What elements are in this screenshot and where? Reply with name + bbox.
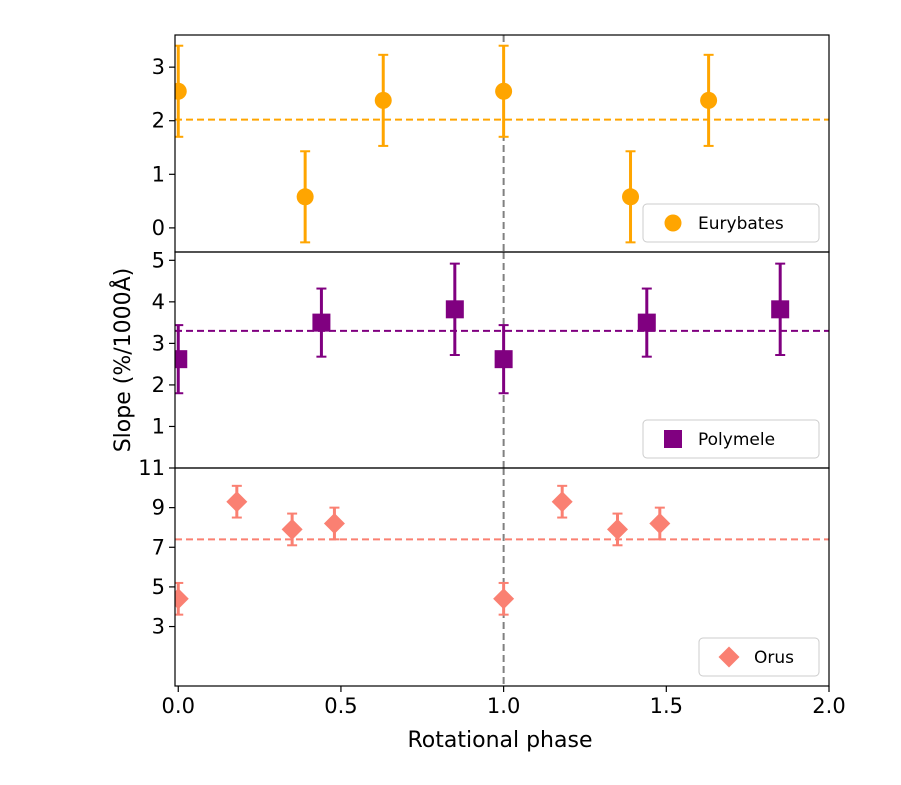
data-point	[700, 91, 718, 109]
x-tick-label: 1.5	[650, 694, 683, 718]
legend-label: Eurybates	[698, 214, 784, 234]
data-point	[445, 300, 464, 319]
data-point	[175, 350, 188, 369]
y-tick-label: 1	[152, 162, 165, 186]
panel-bottom: 3 5 7 9 11 Orus	[138, 456, 830, 687]
data-point	[771, 300, 790, 319]
y-tick-label: 4	[152, 290, 165, 314]
panel-frame	[174, 467, 830, 687]
plot-area-bottom	[175, 468, 829, 686]
data-point	[312, 313, 331, 332]
y-tick-label: 5	[152, 248, 165, 272]
y-tick-label: 1	[152, 414, 165, 438]
legend-top: Eurybates	[642, 203, 820, 243]
y-tick-label: 11	[138, 456, 165, 480]
data-point	[323, 512, 345, 534]
legend-box	[642, 419, 820, 459]
x-tick-label: 1.0	[487, 694, 520, 718]
y-tick-label: 3	[152, 331, 165, 355]
y-axis-label: Slope (%/1000Å)	[109, 268, 136, 453]
data-point	[281, 518, 303, 540]
y-tick-label: 9	[152, 496, 165, 520]
x-axis: 0.0 0.5 1.0 1.5 2.0	[162, 686, 846, 718]
y-tick-label: 7	[152, 535, 165, 559]
plot-area-middle	[175, 252, 829, 468]
data-point	[649, 512, 671, 534]
x-tick-label: 0.5	[324, 694, 357, 718]
legend-marker	[718, 646, 740, 668]
legend-bottom: Orus	[698, 637, 820, 677]
data-point	[551, 491, 573, 513]
data-point	[175, 588, 189, 610]
y-tick-label: 5	[152, 575, 165, 599]
x-axis-label: Rotational phase	[408, 728, 593, 753]
data-point	[296, 188, 314, 206]
legend-label: Orus	[754, 648, 794, 668]
x-tick-label: 2.0	[812, 694, 845, 718]
legend-label: Polymele	[698, 430, 775, 450]
y-tick-label: 3	[152, 55, 165, 79]
data-point	[493, 588, 515, 610]
x-tick-label: 0.0	[162, 694, 195, 718]
data-point	[637, 313, 656, 332]
data-point	[494, 350, 513, 369]
y-tick-label: 2	[152, 373, 165, 397]
legend-middle: Polymele	[642, 419, 820, 459]
legend-marker	[664, 430, 682, 448]
plot-area-top	[175, 35, 829, 252]
legend-marker	[664, 214, 682, 232]
data-point	[374, 91, 392, 109]
y-tick-label: 0	[152, 216, 165, 240]
data-point	[495, 82, 513, 100]
data-point	[226, 491, 248, 513]
legend-box	[642, 203, 820, 243]
data-point	[175, 82, 187, 100]
data-point	[622, 188, 640, 206]
data-point	[607, 518, 629, 540]
y-tick-label: 2	[152, 109, 165, 133]
panel-middle: 1 2 3 4 5 Polymele	[152, 248, 830, 469]
y-tick-label: 3	[152, 615, 165, 639]
panel-top: 0 1 2 3 Eurybates	[152, 34, 830, 253]
chart-panels: 0 1 2 3 Eurybates 1 2 3 4 5 Polymele 3 5 7 9 11 Orus	[138, 34, 830, 687]
